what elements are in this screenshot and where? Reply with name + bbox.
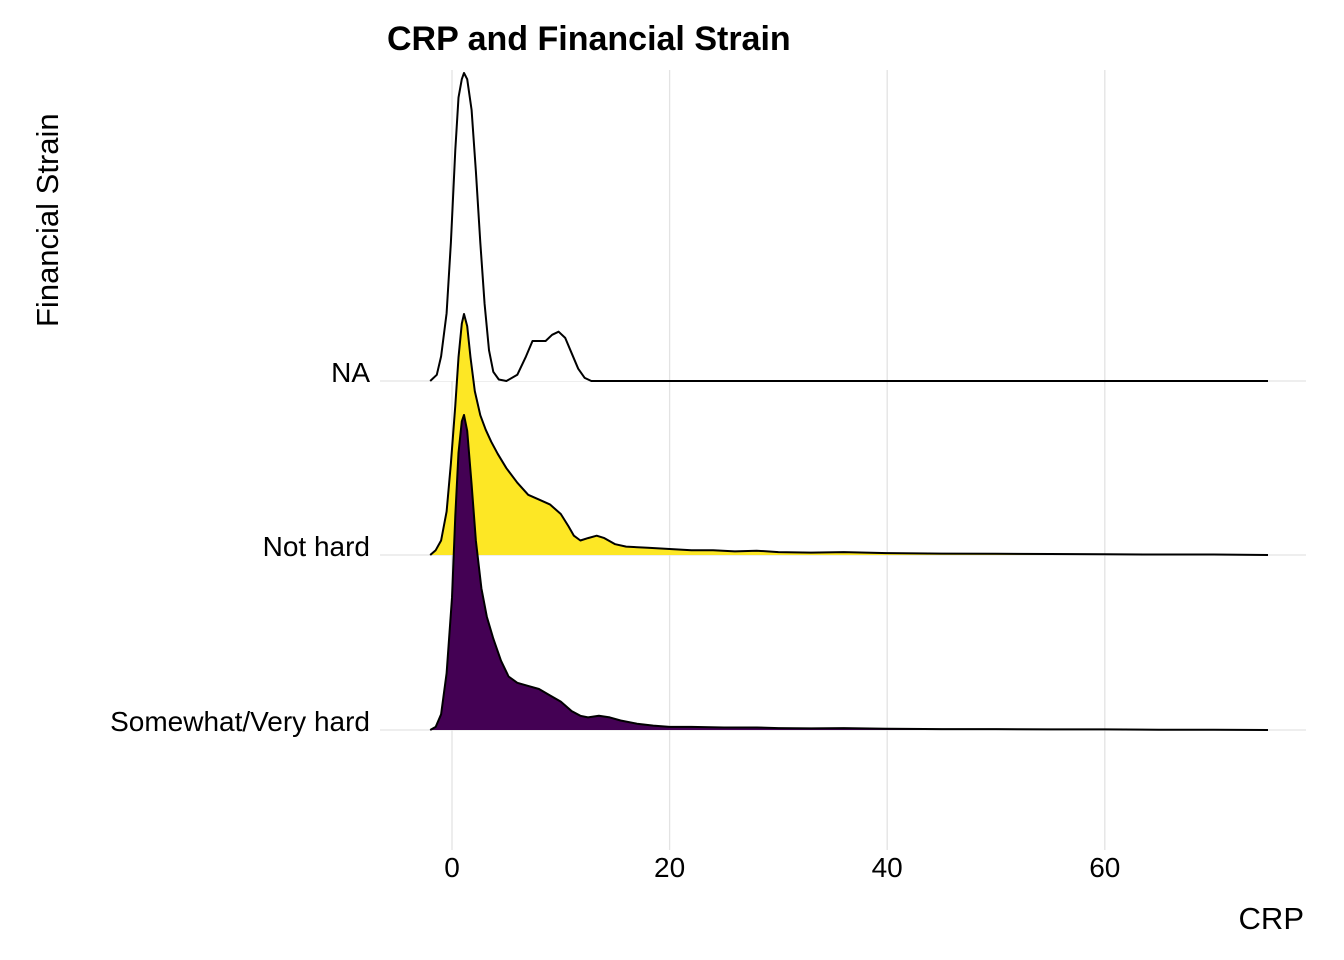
- ridge-line-1: [429, 313, 1269, 556]
- ridge-fill-0: [430, 415, 1268, 730]
- density-ridges: [429, 72, 1269, 731]
- y-tick-label-1: Not hard: [263, 531, 370, 562]
- ridge-line-0: [429, 414, 1269, 731]
- y-tick-label-0: Somewhat/Very hard: [110, 706, 370, 737]
- x-axis-title: CRP: [1239, 901, 1304, 936]
- y-tick-labels: Somewhat/Very hard Not hard NA: [110, 357, 370, 737]
- x-tick-labels: 0 20 40 60: [444, 852, 1120, 883]
- y-tick-label-2: NA: [331, 357, 370, 388]
- grid-lines: [380, 70, 1306, 850]
- ridge-fill-1: [430, 314, 1268, 555]
- x-tick-label-3: 60: [1089, 852, 1120, 883]
- chart-title: CRP and Financial Strain: [387, 20, 791, 58]
- x-tick-label-1: 20: [654, 852, 685, 883]
- ridge-line-2: [429, 72, 1268, 382]
- x-tick-label-0: 0: [444, 852, 460, 883]
- ridge-fill-2: [430, 73, 1268, 381]
- y-axis-title: Financial Strain: [30, 113, 65, 327]
- x-tick-label-2: 40: [872, 852, 903, 883]
